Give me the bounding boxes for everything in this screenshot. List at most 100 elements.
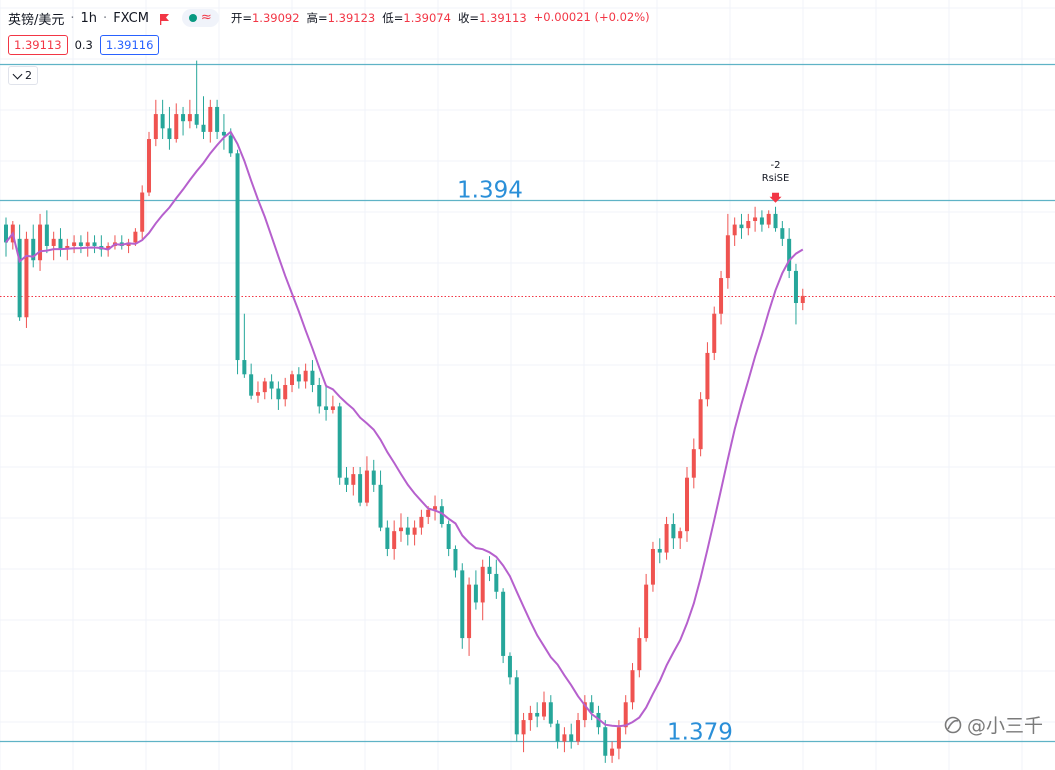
candle-body (317, 385, 322, 407)
candle-body (153, 114, 158, 140)
price-level-label: 1.379 (667, 719, 733, 745)
candle (650, 541, 655, 592)
candle-body (4, 224, 8, 243)
candle-body (480, 566, 485, 603)
candle (160, 99, 165, 140)
candle-body (705, 352, 710, 400)
candle (167, 106, 172, 150)
candles (4, 60, 805, 763)
candle-body (616, 727, 621, 749)
candle-body (623, 702, 628, 728)
candle-body (351, 474, 356, 485)
open-label: 开= (230, 11, 252, 25)
candle-body (746, 221, 751, 229)
candle-body (330, 406, 335, 410)
ohlc-readout: 开=1.39092 高=1.39123 低=1.39074 收=1.39113 … (231, 10, 650, 26)
candle-body (637, 638, 642, 671)
candle-body (310, 370, 315, 385)
candle-body (773, 213, 778, 229)
candle-body (759, 217, 764, 225)
candle (623, 695, 628, 735)
candle-body (691, 449, 696, 478)
candle (541, 691, 546, 721)
candle (460, 563, 465, 649)
candle-body (793, 270, 798, 304)
source-label: FXCM (113, 10, 149, 26)
separator: · (103, 10, 108, 26)
candle (371, 459, 376, 492)
market-status-toggle[interactable]: ≈ (181, 9, 219, 27)
candle (99, 235, 104, 257)
candle-body (269, 381, 274, 389)
candle-body (528, 712, 533, 721)
candle (766, 210, 771, 229)
candle-body (187, 114, 192, 122)
candle-body (31, 238, 36, 261)
candle (691, 438, 696, 489)
candle-body (725, 235, 730, 279)
candle-body (671, 524, 676, 539)
wave-icon: ≈ (200, 10, 212, 25)
candle (453, 545, 458, 578)
candle (187, 99, 192, 129)
candle-body (398, 527, 403, 532)
candle (153, 99, 158, 147)
candle-body (160, 114, 165, 129)
candle-body (501, 591, 506, 656)
candle-body (535, 712, 540, 717)
candle-body (290, 374, 295, 385)
candle-body (221, 131, 226, 136)
candle (412, 520, 417, 546)
candle-body (555, 723, 560, 742)
candle (419, 509, 424, 535)
watermark: @小三千 (943, 711, 1043, 738)
candle (793, 263, 798, 325)
candle-body (405, 527, 410, 535)
candle-body (698, 399, 703, 450)
candle (296, 367, 301, 389)
candle (739, 213, 744, 239)
candle-body (276, 388, 281, 400)
candle (303, 363, 308, 389)
candle-body (228, 135, 233, 154)
candle (405, 516, 410, 546)
candle-body (371, 470, 376, 485)
candle-body (215, 106, 220, 132)
candle (44, 210, 49, 254)
candle (174, 103, 179, 143)
candle-body (603, 727, 608, 756)
candle-body (72, 242, 77, 246)
buy-button[interactable]: 1.39116 (99, 35, 160, 55)
candle-body (358, 474, 363, 503)
candle-body (739, 224, 744, 229)
candle (528, 705, 533, 731)
candle-body (719, 278, 724, 314)
flag-icon[interactable] (159, 13, 170, 25)
candle (644, 573, 649, 642)
candle-body (378, 484, 383, 528)
candle (351, 466, 356, 496)
candle-body (460, 570, 465, 639)
candle (269, 374, 274, 400)
candle-body (344, 477, 349, 485)
symbol-name[interactable]: 英镑/美元 (8, 12, 65, 28)
candle-body (38, 224, 43, 261)
sell-button[interactable]: 1.39113 (8, 35, 68, 55)
candle-body (303, 370, 308, 382)
candle-body (712, 313, 717, 353)
moving-average-line (5, 130, 804, 728)
candle-body (283, 385, 288, 400)
candle-body (58, 238, 63, 250)
candle (759, 210, 764, 232)
candle (51, 231, 56, 261)
candle (433, 495, 438, 521)
indicators-toggle-button[interactable]: 2 (8, 66, 38, 85)
candle-body (439, 506, 444, 525)
interval-label[interactable]: 1h (80, 10, 98, 26)
candle (787, 228, 792, 279)
candle (72, 235, 77, 254)
candle (194, 60, 199, 129)
candle (262, 377, 267, 400)
candle-body (521, 720, 526, 735)
